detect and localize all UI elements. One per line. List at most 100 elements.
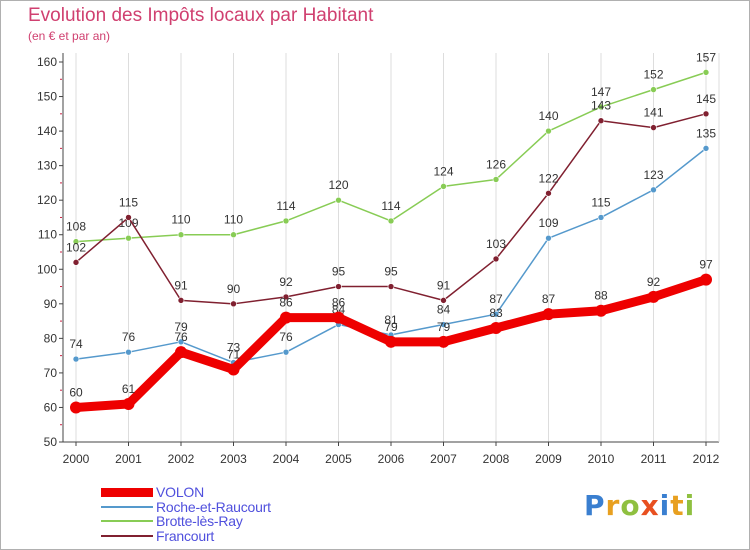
data-label: 95 xyxy=(332,265,346,279)
data-label: 124 xyxy=(433,164,453,178)
data-point xyxy=(72,238,80,245)
y-tick-label: 130 xyxy=(37,159,57,173)
data-point xyxy=(702,69,710,76)
chart-title: Evolution des Impôts locaux par Habitant xyxy=(28,5,374,26)
data-label: 109 xyxy=(538,216,558,230)
legend-item: Francourt xyxy=(101,527,361,544)
data-label: 110 xyxy=(171,213,190,227)
data-label: 84 xyxy=(437,303,451,317)
legend-label: Brotte-lès-Ray xyxy=(156,513,243,529)
data-point xyxy=(437,335,450,348)
data-label: 90 xyxy=(227,282,241,296)
data-point xyxy=(650,124,657,131)
data-point xyxy=(122,398,135,410)
data-label: 145 xyxy=(696,92,716,106)
data-point xyxy=(72,355,80,363)
y-tick-label: 80 xyxy=(44,331,58,345)
data-label: 76 xyxy=(174,330,188,344)
data-label: 86 xyxy=(332,296,346,310)
logo-letter: i xyxy=(659,489,671,522)
data-label: 88 xyxy=(594,289,608,303)
x-tick-label: 2000 xyxy=(63,452,90,466)
y-tick-label: 160 xyxy=(37,55,57,69)
data-label: 120 xyxy=(328,178,348,192)
data-label: 97 xyxy=(699,258,713,272)
data-point xyxy=(125,234,132,242)
data-point xyxy=(702,145,710,152)
data-point xyxy=(282,293,290,301)
x-tick-label: 2001 xyxy=(115,452,142,466)
legend-item: VOLON xyxy=(101,484,361,500)
data-point xyxy=(335,283,342,290)
data-label: 87 xyxy=(489,292,503,306)
data-point xyxy=(492,176,500,183)
y-tick-label: 120 xyxy=(37,193,57,207)
data-label: 79 xyxy=(384,320,398,334)
data-point xyxy=(492,255,500,263)
data-point xyxy=(597,214,605,221)
data-point xyxy=(230,300,237,308)
data-label: 140 xyxy=(538,109,558,123)
data-point xyxy=(282,217,290,225)
data-label: 61 xyxy=(122,382,136,396)
data-point xyxy=(597,117,605,125)
legend-swatch xyxy=(101,520,153,522)
legend: VOLON Roche-et-Raucourt Brotte-lès-Ray Fran… xyxy=(101,484,361,544)
data-label: 114 xyxy=(276,199,295,213)
data-point xyxy=(545,127,552,135)
x-tick-label: 2006 xyxy=(378,452,405,466)
data-label: 73 xyxy=(227,341,241,355)
y-tick-label: 100 xyxy=(37,262,57,276)
data-point xyxy=(177,231,185,239)
data-point xyxy=(72,259,80,266)
series-francourt: 102 115 91 90 92 95 95 91 103 122 143 141 145 xyxy=(66,92,716,308)
data-label: 102 xyxy=(66,240,86,254)
data-point xyxy=(175,346,187,359)
data-label: 60 xyxy=(69,385,83,399)
data-label: 103 xyxy=(486,237,506,251)
data-point xyxy=(332,311,345,324)
data-point xyxy=(440,297,447,304)
data-point xyxy=(597,103,605,111)
y-tick-label: 110 xyxy=(38,228,57,242)
logo-letter: x xyxy=(640,489,660,522)
data-label: 157 xyxy=(696,50,716,64)
data-point xyxy=(282,348,290,356)
y-tick-label: 140 xyxy=(37,124,57,138)
data-point xyxy=(545,189,552,197)
legend-label: Francourt xyxy=(156,527,215,544)
y-tick-label: 70 xyxy=(44,366,58,380)
data-point xyxy=(492,310,500,318)
y-tick-label: 150 xyxy=(37,90,57,104)
data-label: 76 xyxy=(122,330,136,344)
proxiti-logo: Proxiti xyxy=(584,489,695,522)
chart-subtitle: (en € et par an) xyxy=(28,29,111,43)
data-point xyxy=(387,283,395,290)
data-point xyxy=(440,183,447,190)
legend-label: VOLON xyxy=(156,484,205,500)
y-tick-label: 90 xyxy=(44,297,58,311)
data-point xyxy=(702,110,710,118)
x-tick-label: 2011 xyxy=(641,452,667,466)
data-label: 74 xyxy=(69,337,83,351)
data-label: 83 xyxy=(489,306,503,320)
data-point xyxy=(125,348,132,356)
data-point xyxy=(650,86,657,93)
data-point xyxy=(387,217,395,225)
y-tick-label: 50 xyxy=(44,435,58,449)
data-label: 123 xyxy=(643,168,663,182)
data-label: 115 xyxy=(591,195,610,209)
data-label: 76 xyxy=(279,330,293,344)
x-tick-label: 2003 xyxy=(220,452,247,466)
data-point xyxy=(647,290,660,303)
data-label: 122 xyxy=(538,171,558,185)
data-label: 108 xyxy=(66,220,86,234)
data-label: 79 xyxy=(174,320,188,334)
data-point xyxy=(280,311,292,324)
data-point xyxy=(335,196,342,204)
x-tick-label: 2004 xyxy=(273,452,300,466)
